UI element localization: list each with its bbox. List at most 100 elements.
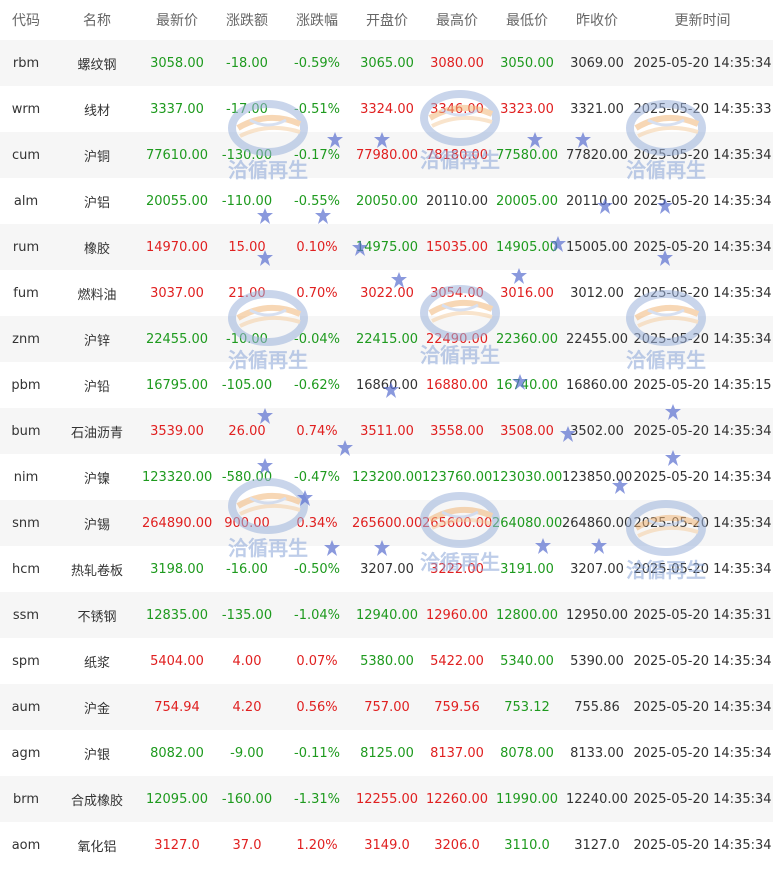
cell-low: 11990.00 (492, 776, 562, 822)
header-low[interactable]: 最低价 (492, 0, 562, 40)
header-high[interactable]: 最高价 (422, 0, 492, 40)
table-row[interactable]: agm 沪银 8082.00 -9.00 -0.11% 8125.00 8137.00 807… (0, 730, 773, 776)
header-last-price[interactable]: 最新价 (142, 0, 212, 40)
cell-prev-close: 8133.00 (562, 730, 632, 776)
cell-change-pct: -0.50% (282, 546, 352, 592)
cell-name: 沪锡 (52, 500, 142, 546)
cell-name: 热轧卷板 (52, 546, 142, 592)
header-name[interactable]: 名称 (52, 0, 142, 40)
cell-last-price: 3198.00 (142, 546, 212, 592)
header-open[interactable]: 开盘价 (352, 0, 422, 40)
cell-code: rum (0, 224, 52, 270)
cell-updated: 2025-05-20 14:35:34 (632, 40, 773, 86)
cell-name: 线材 (52, 86, 142, 132)
cell-change-pct: 0.10% (282, 224, 352, 270)
cell-high: 8137.00 (422, 730, 492, 776)
cell-change-pct: -0.55% (282, 178, 352, 224)
cell-low: 14905.00 (492, 224, 562, 270)
cell-low: 3050.00 (492, 40, 562, 86)
cell-last-price: 16795.00 (142, 362, 212, 408)
header-change[interactable]: 涨跌额 (212, 0, 282, 40)
cell-high: 3558.00 (422, 408, 492, 454)
cell-open: 77980.00 (352, 132, 422, 178)
table-row[interactable]: aom 氧化铝 3127.0 37.0 1.20% 3149.0 3206.0 3110.0 3… (0, 822, 773, 868)
cell-change-pct: -1.31% (282, 776, 352, 822)
cell-name: 沪铅 (52, 362, 142, 408)
table-row[interactable]: hcm 热轧卷板 3198.00 -16.00 -0.50% 3207.00 3222.00… (0, 546, 773, 592)
cell-updated: 2025-05-20 14:35:34 (632, 178, 773, 224)
table-row[interactable]: alm 沪铝 20055.00 -110.00 -0.55% 20050.00 20110.… (0, 178, 773, 224)
cell-code: snm (0, 500, 52, 546)
cell-prev-close: 3127.0 (562, 822, 632, 868)
cell-open: 3022.00 (352, 270, 422, 316)
cell-high: 16880.00 (422, 362, 492, 408)
cell-prev-close: 3502.00 (562, 408, 632, 454)
cell-change: -18.00 (212, 40, 282, 86)
cell-high: 759.56 (422, 684, 492, 730)
cell-change-pct: -0.51% (282, 86, 352, 132)
table-row[interactable]: ssm 不锈钢 12835.00 -135.00 -1.04% 12940.00 12960… (0, 592, 773, 638)
cell-change: 37.0 (212, 822, 282, 868)
cell-change-pct: 0.56% (282, 684, 352, 730)
cell-last-price: 20055.00 (142, 178, 212, 224)
cell-updated: 2025-05-20 14:35:34 (632, 224, 773, 270)
cell-low: 16740.00 (492, 362, 562, 408)
cell-updated: 2025-05-20 14:35:34 (632, 408, 773, 454)
cell-low: 20005.00 (492, 178, 562, 224)
table-row[interactable]: rum 橡胶 14970.00 15.00 0.10% 14975.00 15035.00 1… (0, 224, 773, 270)
cell-updated: 2025-05-20 14:35:34 (632, 776, 773, 822)
cell-high: 3222.00 (422, 546, 492, 592)
table-row[interactable]: fum 燃料油 3037.00 21.00 0.70% 3022.00 3054.00 301… (0, 270, 773, 316)
cell-change: 21.00 (212, 270, 282, 316)
table-row[interactable]: spm 纸浆 5404.00 4.00 0.07% 5380.00 5422.00 5340.… (0, 638, 773, 684)
cell-prev-close: 15005.00 (562, 224, 632, 270)
cell-updated: 2025-05-20 14:35:34 (632, 638, 773, 684)
cell-name: 沪铜 (52, 132, 142, 178)
cell-low: 753.12 (492, 684, 562, 730)
table-body: rbm 螺纹钢 3058.00 -18.00 -0.59% 3065.00 3080.00 3… (0, 40, 773, 868)
table-row[interactable]: aum 沪金 754.94 4.20 0.56% 757.00 759.56 753.12 75… (0, 684, 773, 730)
cell-change-pct: -0.04% (282, 316, 352, 362)
cell-updated: 2025-05-20 14:35:34 (632, 500, 773, 546)
cell-name: 橡胶 (52, 224, 142, 270)
cell-change: -135.00 (212, 592, 282, 638)
cell-low: 3191.00 (492, 546, 562, 592)
cell-code: brm (0, 776, 52, 822)
cell-high: 15035.00 (422, 224, 492, 270)
cell-updated: 2025-05-20 14:35:15 (632, 362, 773, 408)
header-updated[interactable]: 更新时间 (632, 0, 773, 40)
cell-high: 5422.00 (422, 638, 492, 684)
cell-last-price: 3337.00 (142, 86, 212, 132)
cell-code: fum (0, 270, 52, 316)
cell-prev-close: 3207.00 (562, 546, 632, 592)
cell-low: 3508.00 (492, 408, 562, 454)
cell-code: aum (0, 684, 52, 730)
cell-open: 3065.00 (352, 40, 422, 86)
cell-code: ssm (0, 592, 52, 638)
cell-high: 3054.00 (422, 270, 492, 316)
cell-code: pbm (0, 362, 52, 408)
cell-updated: 2025-05-20 14:35:31 (632, 592, 773, 638)
table-row[interactable]: bum 石油沥青 3539.00 26.00 0.74% 3511.00 3558.00 35… (0, 408, 773, 454)
table-row[interactable]: pbm 沪铅 16795.00 -105.00 -0.62% 16860.00 16880.… (0, 362, 773, 408)
cell-name: 合成橡胶 (52, 776, 142, 822)
header-code[interactable]: 代码 (0, 0, 52, 40)
table-row[interactable]: znm 沪锌 22455.00 -10.00 -0.04% 22415.00 22490.0… (0, 316, 773, 362)
cell-prev-close: 264860.00 (562, 500, 632, 546)
cell-change: -110.00 (212, 178, 282, 224)
cell-high: 20110.00 (422, 178, 492, 224)
table-row[interactable]: wrm 线材 3337.00 -17.00 -0.51% 3324.00 3346.00 33… (0, 86, 773, 132)
table-row[interactable]: cum 沪铜 77610.00 -130.00 -0.17% 77980.00 78180.… (0, 132, 773, 178)
header-row: 代码 名称 最新价 涨跌额 涨跌幅 开盘价 最高价 最低价 昨收价 更新时间 (0, 0, 773, 40)
cell-change-pct: -0.59% (282, 40, 352, 86)
cell-change: 4.00 (212, 638, 282, 684)
table-row[interactable]: snm 沪锡 264890.00 900.00 0.34% 265600.00 265600… (0, 500, 773, 546)
header-change-pct[interactable]: 涨跌幅 (282, 0, 352, 40)
cell-open: 8125.00 (352, 730, 422, 776)
table-row[interactable]: brm 合成橡胶 12095.00 -160.00 -1.31% 12255.00 1226… (0, 776, 773, 822)
cell-updated: 2025-05-20 14:35:34 (632, 730, 773, 776)
table-row[interactable]: rbm 螺纹钢 3058.00 -18.00 -0.59% 3065.00 3080.00 3… (0, 40, 773, 86)
table-row[interactable]: nim 沪镍 123320.00 -580.00 -0.47% 123200.00 1237… (0, 454, 773, 500)
header-prev-close[interactable]: 昨收价 (562, 0, 632, 40)
